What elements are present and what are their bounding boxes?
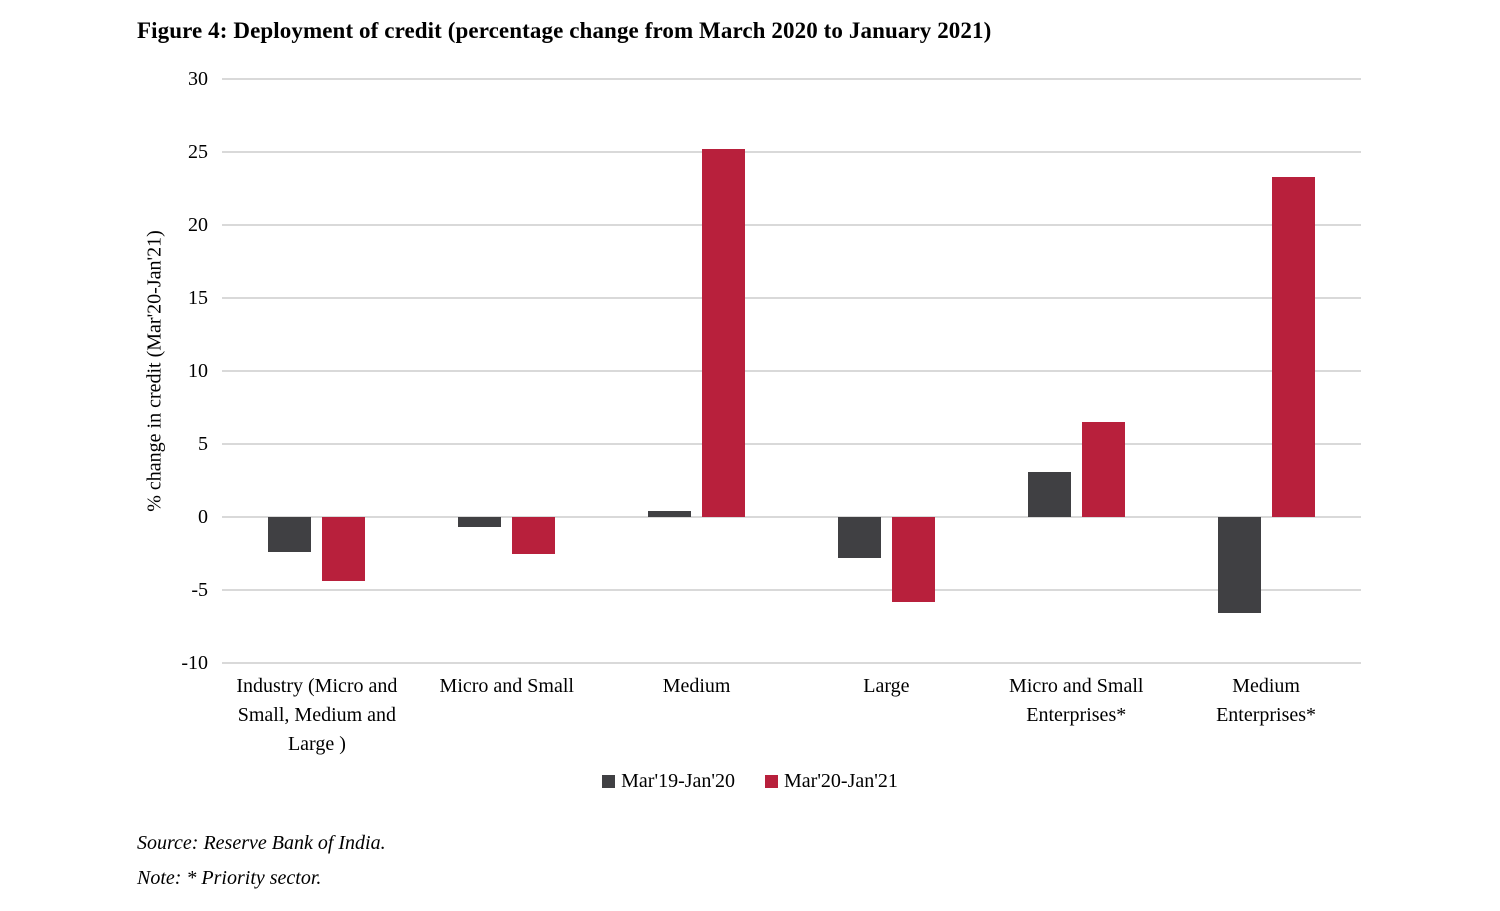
gridline-y-0: [222, 516, 1361, 518]
bar-series2-cat1: [322, 517, 366, 582]
y-tick-label-5: 5: [198, 433, 208, 455]
bar-series1-cat4: [837, 517, 881, 558]
bar-series2-cat3: [702, 149, 746, 517]
gridline-y-5: [222, 443, 1361, 445]
figure-title: Figure 4: Deployment of credit (percenta…: [137, 18, 992, 43]
gridline-y--5: [222, 589, 1361, 591]
x-category-label-5: Micro and Small Enterprises*: [1009, 675, 1144, 726]
x-category-label-4: Large: [863, 675, 910, 697]
bar-series2-cat6: [1271, 176, 1315, 517]
gridline-y-10: [222, 370, 1361, 372]
x-category-label-2: Micro and Small: [439, 675, 574, 697]
y-tick-label-25: 25: [188, 141, 208, 163]
gridline-y-30: [222, 78, 1361, 80]
bar-series2-cat2: [512, 517, 556, 554]
gridline-y-25: [222, 151, 1361, 153]
y-tick-label-0: 0: [198, 506, 208, 528]
legend-swatch-dark: [602, 775, 616, 788]
x-category-label-1: Industry (Micro and Small, Medium and La…: [236, 675, 398, 755]
bar-series1-cat6: [1217, 517, 1261, 614]
chart-legend: Mar'19-Jan'20 Mar'20-Jan'21: [0, 770, 1500, 793]
y-tick-label-30: 30: [188, 68, 208, 90]
y-tick-label--10: -10: [181, 652, 208, 674]
y-tick-label--5: -5: [191, 579, 208, 601]
bar-series2-cat5: [1081, 422, 1125, 517]
y-tick-label-10: 10: [188, 360, 208, 382]
bar-series1-cat3: [648, 511, 692, 517]
source-text: Source: Reserve Bank of India.: [137, 832, 386, 854]
bar-series1-cat5: [1027, 471, 1071, 517]
gridline-y-20: [222, 224, 1361, 226]
legend-swatch-red: [765, 775, 778, 788]
bar-series1-cat2: [458, 517, 502, 528]
bar-series1-cat1: [268, 517, 312, 553]
x-category-label-3: Medium: [662, 675, 731, 697]
gridline-y--10: [222, 662, 1361, 664]
legend-label-series-2: Mar'20-Jan'21: [784, 770, 898, 792]
legend-item-series-1: Mar'19-Jan'20: [602, 770, 735, 793]
note-text: Note: * Priority sector.: [137, 867, 322, 889]
bar-series2-cat4: [891, 517, 935, 602]
gridline-y-15: [222, 297, 1361, 299]
y-tick-label-20: 20: [188, 214, 208, 236]
legend-item-series-2: Mar'20-Jan'21: [765, 770, 898, 793]
x-category-label-6: Medium Enterprises*: [1216, 675, 1317, 726]
y-tick-label-15: 15: [188, 287, 208, 309]
legend-label-series-1: Mar'19-Jan'20: [621, 770, 735, 792]
